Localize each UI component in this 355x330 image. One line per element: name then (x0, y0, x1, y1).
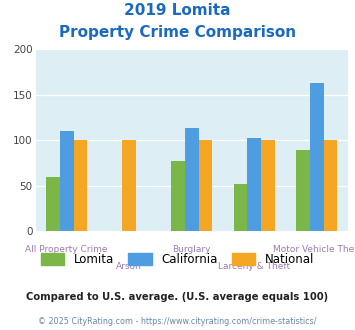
Text: Compared to U.S. average. (U.S. average equals 100): Compared to U.S. average. (U.S. average … (26, 292, 329, 302)
Bar (198, 140, 212, 231)
Text: Larceny & Theft: Larceny & Theft (218, 262, 290, 271)
Bar (73, 140, 87, 231)
Bar (46, 177, 60, 231)
Bar (310, 83, 323, 231)
Text: All Property Crime: All Property Crime (26, 245, 108, 254)
Bar (247, 138, 261, 231)
Text: Burglary: Burglary (173, 245, 211, 254)
Bar (323, 140, 337, 231)
Text: Arson: Arson (116, 262, 142, 271)
Legend: Lomita, California, National: Lomita, California, National (41, 253, 314, 266)
Bar (122, 140, 136, 231)
Bar (234, 184, 247, 231)
Bar (171, 161, 185, 231)
Text: © 2025 CityRating.com - https://www.cityrating.com/crime-statistics/: © 2025 CityRating.com - https://www.city… (38, 317, 317, 326)
Text: 2019 Lomita: 2019 Lomita (124, 3, 231, 18)
Bar (60, 131, 73, 231)
Bar (261, 140, 275, 231)
Text: Property Crime Comparison: Property Crime Comparison (59, 25, 296, 40)
Bar (296, 150, 310, 231)
Text: Motor Vehicle Theft: Motor Vehicle Theft (273, 245, 355, 254)
Bar (185, 128, 198, 231)
